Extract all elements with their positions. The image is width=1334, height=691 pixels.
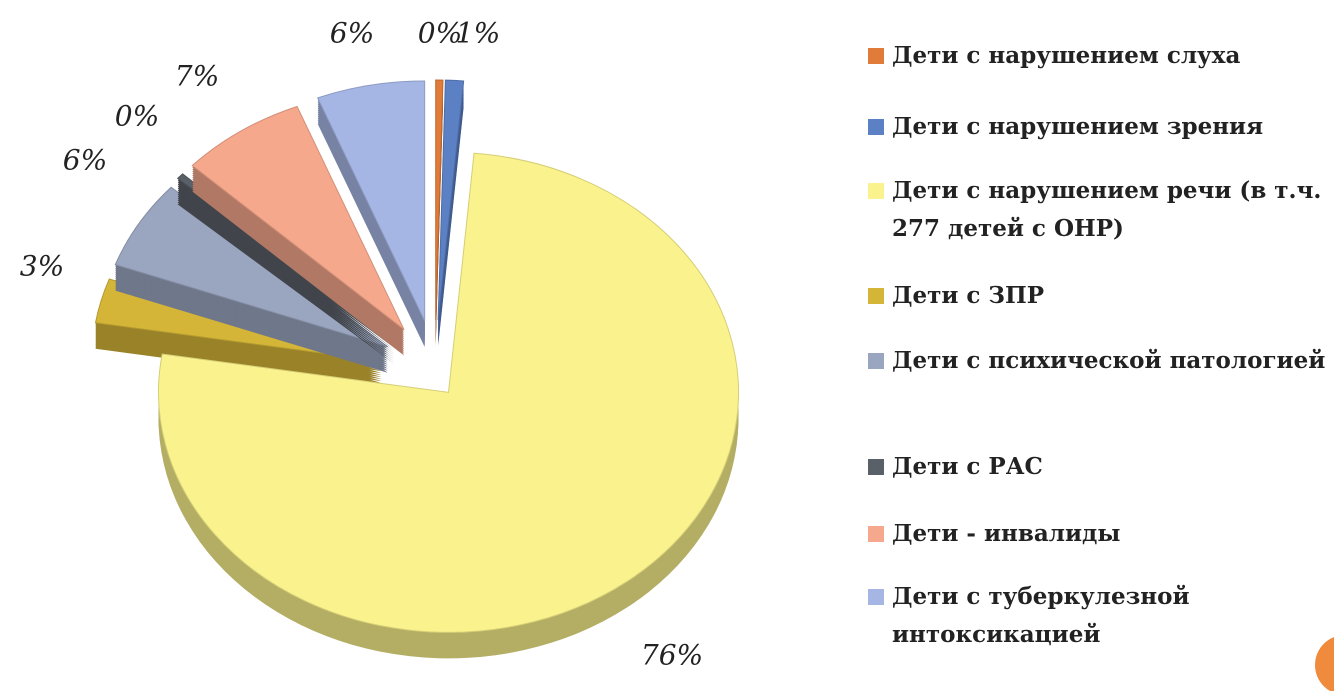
legend-swatch bbox=[868, 288, 884, 304]
legend-swatch bbox=[868, 459, 884, 475]
legend-item: Дети с ЗПР bbox=[868, 277, 1328, 315]
slice bbox=[158, 152, 739, 633]
data-label: 76% bbox=[641, 639, 703, 672]
legend-label: Дети с РАС bbox=[892, 453, 1043, 480]
slice bbox=[435, 79, 444, 321]
slice bbox=[191, 105, 405, 330]
legend-label: Дети - инвалиды bbox=[892, 520, 1121, 547]
legend-swatch bbox=[868, 353, 884, 369]
legend-item: Дети с туберкулезной интоксикацией bbox=[868, 578, 1328, 654]
data-label: 3% bbox=[20, 250, 64, 283]
slice bbox=[317, 80, 426, 322]
legend-label: Дети с нарушением зрения bbox=[892, 113, 1264, 140]
data-label: 6% bbox=[63, 144, 107, 177]
legend-label: Дети с ЗПР bbox=[892, 282, 1045, 309]
corner-decoration bbox=[1315, 637, 1334, 691]
legend-item: Дети с психической патологией bbox=[868, 342, 1328, 380]
legend-swatch bbox=[868, 119, 884, 135]
data-label: 0% bbox=[418, 17, 462, 50]
data-label: 0% bbox=[115, 100, 159, 133]
legend-item: Дети с нарушением слуха bbox=[868, 37, 1328, 75]
legend-item: Дети с нарушением зрения bbox=[868, 108, 1328, 146]
legend-item: Дети - инвалиды bbox=[868, 515, 1328, 553]
legend-label: Дети с нарушением слуха bbox=[892, 42, 1241, 69]
data-label: 6% bbox=[330, 17, 374, 50]
legend-swatch bbox=[868, 526, 884, 542]
legend-label: Дети с психической патологией bbox=[892, 347, 1326, 374]
legend-label: Дети с туберкулезной интоксикацией bbox=[892, 583, 1190, 648]
legend-label: Дети с нарушением речи (в т.ч. 277 детей… bbox=[892, 177, 1322, 242]
data-label: 1% bbox=[456, 17, 500, 50]
slice bbox=[437, 79, 465, 321]
legend-swatch bbox=[868, 183, 884, 199]
legend-item: Дети с нарушением речи (в т.ч. 277 детей… bbox=[868, 172, 1328, 248]
legend-swatch bbox=[868, 48, 884, 64]
data-label: 7% bbox=[175, 60, 219, 93]
legend-swatch bbox=[868, 589, 884, 605]
legend-item: Дети с РАС bbox=[868, 448, 1328, 486]
